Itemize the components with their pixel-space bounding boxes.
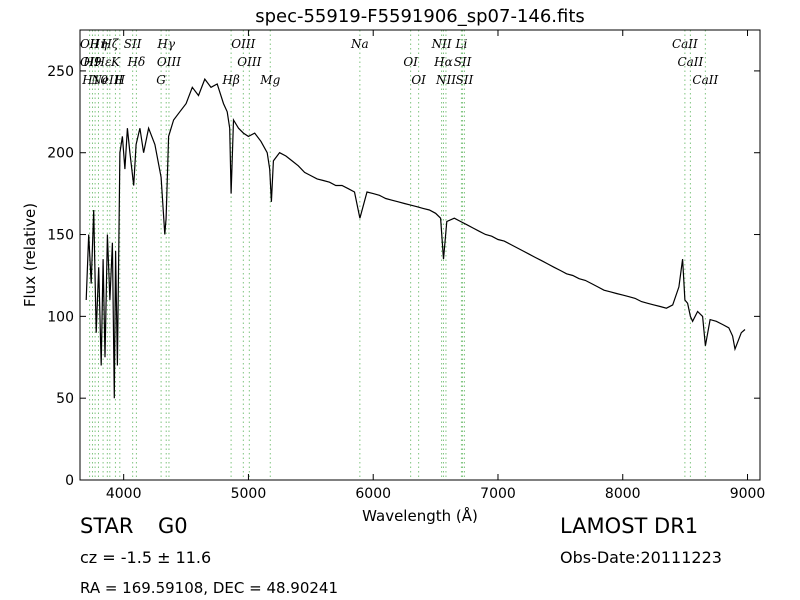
x-tick-label: 7000 [480, 486, 516, 502]
emission-line-label: OIII [157, 55, 181, 69]
survey-name: LAMOST DR1 [560, 514, 699, 538]
emission-line-label: H [114, 73, 126, 87]
y-tick-label: 200 [47, 146, 74, 162]
emission-line-label: OIII [231, 37, 255, 51]
emission-line-label: H9 [82, 55, 101, 69]
emission-line-label: CaII [677, 55, 703, 69]
plot-frame [79, 29, 761, 481]
emission-line-label: CaII [692, 73, 718, 87]
emission-line-label: Hα [433, 55, 453, 69]
x-tick-label: 5000 [231, 486, 267, 502]
emission-line-label: Hδ [127, 55, 146, 69]
object-class: STAR [80, 514, 134, 538]
y-tick-label: 250 [47, 64, 74, 80]
emission-line-label: Hη [89, 37, 108, 51]
emission-line-label: G [156, 73, 166, 87]
emission-line-label: Hβ [221, 73, 239, 87]
emission-line-label: NeIII [90, 73, 123, 87]
x-tick-label: 6000 [355, 486, 391, 502]
emission-line-label: Na [350, 37, 369, 51]
emission-line-label: OII [80, 55, 100, 69]
emission-line-label: SII [454, 55, 472, 69]
y-tick-label: 0 [65, 473, 74, 489]
emission-line-label: SII [124, 37, 142, 51]
emission-line-markers [89, 30, 706, 480]
emission-line-label: Hε [94, 55, 112, 69]
y-tick-label: 100 [47, 309, 74, 325]
x-axis-label: Wavelength (Å) [362, 506, 478, 525]
emission-line-label: Hζ [100, 37, 119, 51]
emission-line-label: H10 [81, 73, 108, 87]
x-tick-label: 8000 [605, 486, 641, 502]
x-axis-ticks: 4000 5000 6000 7000 8000 9000 [106, 30, 765, 502]
spectrum-line [85, 77, 746, 399]
y-tick-label: 50 [56, 391, 74, 407]
emission-line-label: OI [411, 73, 426, 87]
redshift-text: cz = -1.5 ± 11.6 [80, 548, 212, 567]
emission-line-label: Hγ [156, 37, 175, 51]
emission-line-label: Mg [259, 73, 280, 87]
emission-line-label: SII [456, 73, 474, 87]
emission-line-label: K [110, 55, 121, 69]
emission-line-label: NII [431, 37, 452, 51]
emission-line-label: OII [80, 37, 100, 51]
y-tick-label: 150 [47, 228, 74, 244]
emission-line-label: CaII [672, 37, 698, 51]
emission-line-label: Li [455, 37, 468, 51]
x-tick-label: 9000 [730, 486, 766, 502]
coordinates-text: RA = 169.59108, DEC = 48.90241 [80, 579, 339, 597]
observation-date: Obs-Date:20111223 [560, 548, 722, 567]
object-subclass: G0 [158, 514, 188, 538]
chart-title: spec-55919-F5591906_sp07-146.fits [255, 6, 585, 27]
emission-line-labels: OIIOIIH9H10HηHεNeIIIHζKHSIIHδGHγOIIIHβOI… [80, 37, 719, 87]
emission-line-label: OIII [237, 55, 261, 69]
y-axis-label: Flux (relative) [21, 203, 39, 307]
emission-line-label: OI [403, 55, 418, 69]
x-tick-label: 4000 [106, 486, 142, 502]
y-axis-ticks: 0 50 100 150 200 250 [47, 64, 760, 489]
emission-line-label: NII [435, 73, 456, 87]
